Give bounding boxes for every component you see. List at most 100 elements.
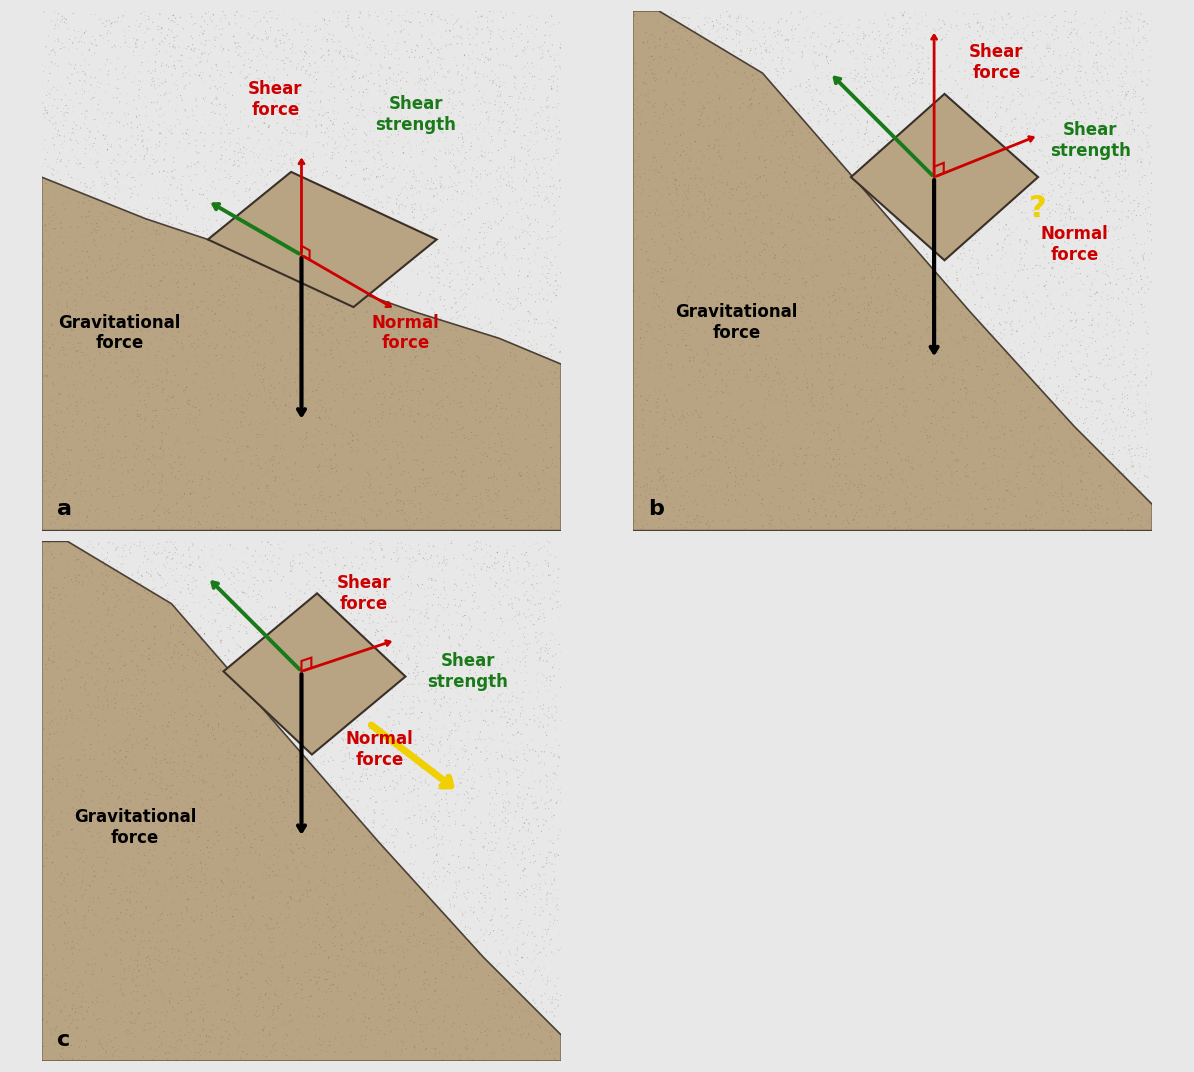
Point: [134, 140, 153, 158]
Point: [219, 956, 238, 973]
Point: [1067, 368, 1087, 385]
Point: [146, 80, 165, 98]
Point: [47, 205, 66, 222]
Point: [88, 608, 107, 625]
Point: [374, 793, 393, 810]
Point: [503, 148, 522, 165]
Point: [67, 132, 86, 149]
Point: [1022, 58, 1041, 75]
Point: [761, 104, 780, 121]
Point: [973, 79, 992, 96]
Point: [98, 1037, 117, 1054]
Point: [505, 457, 524, 474]
Point: [404, 245, 423, 263]
Point: [1120, 445, 1139, 462]
Point: [891, 465, 910, 482]
Point: [1041, 254, 1060, 271]
Point: [203, 299, 222, 316]
Point: [333, 1053, 352, 1070]
Point: [467, 76, 486, 93]
Point: [684, 510, 703, 527]
Point: [1038, 287, 1057, 304]
Point: [276, 360, 295, 377]
Point: [68, 63, 87, 80]
Point: [905, 64, 924, 81]
Point: [482, 585, 501, 602]
Point: [393, 962, 412, 979]
Point: [162, 703, 181, 720]
Point: [245, 496, 264, 513]
Point: [910, 480, 929, 497]
Point: [531, 772, 550, 789]
Point: [511, 492, 530, 509]
Point: [439, 751, 458, 769]
Point: [773, 53, 792, 70]
Point: [406, 451, 425, 468]
Point: [1082, 504, 1101, 521]
Point: [468, 788, 487, 805]
Point: [356, 728, 375, 745]
Point: [332, 910, 351, 927]
Point: [701, 254, 720, 271]
Point: [929, 332, 948, 349]
Point: [236, 116, 256, 133]
Point: [485, 817, 504, 834]
Point: [855, 477, 874, 494]
Point: [193, 800, 213, 817]
Point: [66, 862, 85, 879]
Point: [720, 337, 739, 354]
Point: [928, 522, 947, 539]
Point: [626, 412, 645, 429]
Point: [971, 117, 990, 134]
Point: [793, 159, 812, 176]
Point: [233, 909, 252, 926]
Point: [528, 666, 547, 683]
Point: [868, 437, 887, 455]
Point: [624, 282, 644, 299]
Point: [802, 25, 821, 42]
Point: [133, 598, 152, 615]
Point: [298, 741, 318, 758]
Point: [395, 941, 414, 958]
Point: [276, 287, 295, 304]
Point: [1065, 221, 1084, 238]
Point: [309, 594, 328, 611]
Point: [450, 107, 469, 124]
Point: [270, 76, 289, 93]
Point: [909, 346, 928, 363]
Point: [207, 88, 226, 105]
Point: [466, 1002, 485, 1019]
Point: [430, 200, 449, 218]
Point: [207, 898, 226, 915]
Point: [1003, 496, 1022, 513]
Point: [504, 849, 523, 866]
Point: [181, 505, 201, 522]
Point: [416, 921, 435, 938]
Point: [488, 924, 507, 941]
Point: [628, 355, 647, 372]
Point: [1008, 459, 1027, 476]
Point: [533, 417, 552, 434]
Point: [1119, 84, 1138, 101]
Point: [475, 731, 494, 748]
Point: [387, 723, 406, 740]
Point: [185, 912, 204, 929]
Point: [59, 959, 78, 977]
Point: [682, 28, 701, 45]
Point: [208, 80, 227, 98]
Point: [98, 284, 117, 301]
Point: [427, 830, 447, 847]
Point: [111, 269, 130, 286]
Point: [775, 382, 794, 399]
Point: [710, 166, 730, 183]
Point: [135, 422, 154, 440]
Point: [373, 664, 392, 681]
Point: [279, 746, 298, 763]
Point: [112, 751, 131, 769]
Point: [1134, 124, 1153, 142]
Point: [890, 445, 909, 462]
Point: [55, 933, 74, 950]
Point: [67, 967, 86, 984]
Point: [228, 1041, 247, 1058]
Point: [408, 74, 427, 91]
